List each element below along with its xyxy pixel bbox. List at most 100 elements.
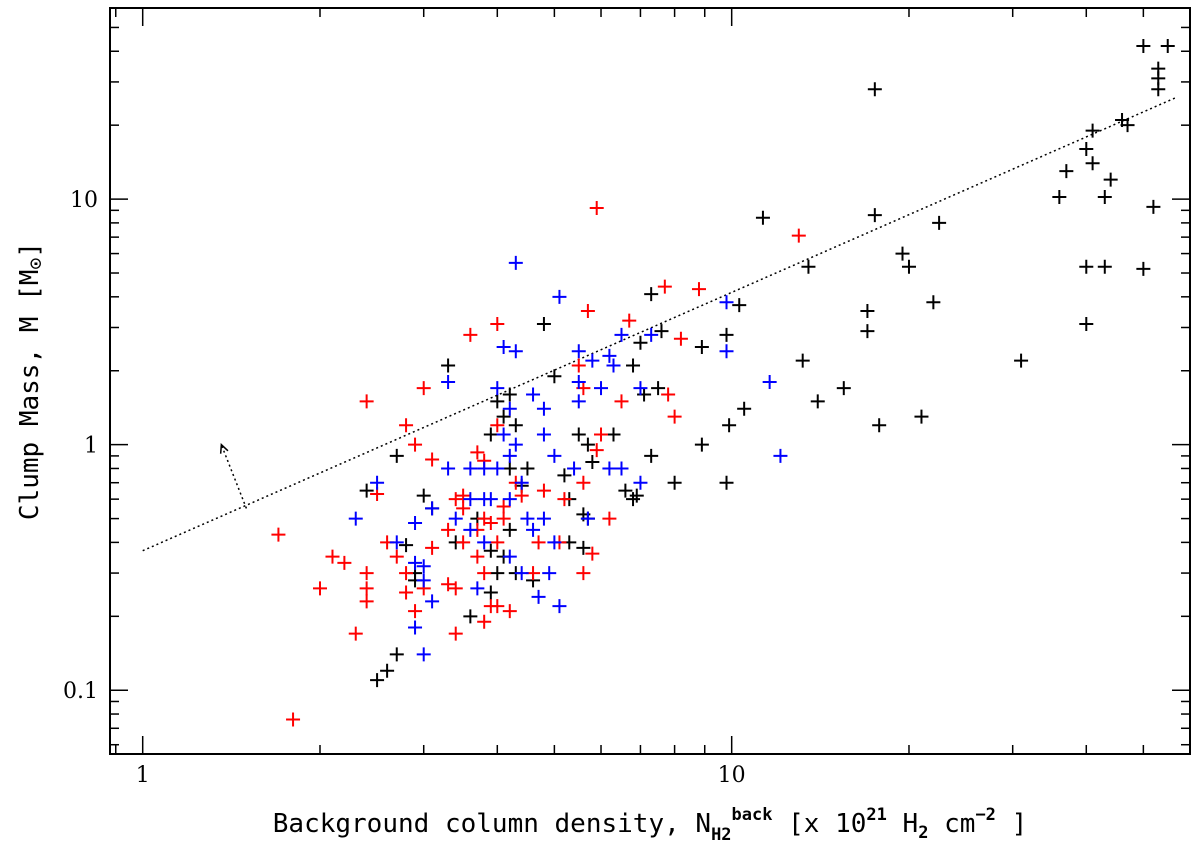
data-point-red [448,626,463,641]
data-point-red [416,381,431,396]
data-point-blue [408,515,423,530]
data-point-blue [508,344,523,359]
data-point-black [872,418,887,433]
data-point-black [508,418,523,433]
y-axis-title: Clump Mass, M [M⊙] [15,242,47,520]
x-tick-label: 10 [718,763,746,788]
data-point-red [470,445,485,460]
x-axis-title-h-sub: 2 [918,823,928,842]
data-point-blue [441,374,456,389]
data-point-black [719,327,734,342]
x-axis-title-end: ] [996,809,1027,839]
data-point-black [1146,199,1161,214]
x-axis-title-h: H [887,809,918,839]
data-point-blue [633,475,648,490]
data-point-black [867,208,882,223]
data-point-red [531,535,546,550]
data-point-red [673,331,688,346]
data-point-black [571,427,586,442]
data-point-blue [526,522,541,537]
data-point-blue [416,647,431,662]
y-axis-title-main: Clump Mass, M [M [15,270,45,520]
data-point-blue [547,535,562,550]
data-point-blue [463,461,478,476]
data-point-black [795,353,810,368]
data-point-black [399,538,414,553]
data-point-blue [762,374,777,389]
data-point-red [470,549,485,564]
data-point-black [755,210,770,225]
data-point-red [271,527,286,542]
data-point-blue [490,461,505,476]
data-point-blue [719,344,734,359]
data-point-black [490,394,505,409]
data-point-black [694,339,709,354]
data-point-black [502,387,517,402]
x-axis-title-sub: H2 [711,825,731,842]
data-point-black [860,324,875,339]
data-point-black [719,475,734,490]
data-point-black [496,409,511,424]
x-tick-label: 1 [136,763,150,788]
data-point-black [370,673,385,688]
data-point-black [389,448,404,463]
data-point-red [399,585,414,600]
data-point-blue [571,344,586,359]
data-point-blue [536,511,551,526]
data-point-blue [477,535,492,550]
data-point-black [651,381,666,396]
data-point-blue [606,358,621,373]
x-axis-title-main: Background column density, N [273,809,711,839]
data-point-blue [585,353,600,368]
data-point-blue [425,501,440,516]
data-point-blue [571,374,586,389]
data-point-blue [602,348,617,363]
data-point-blue [614,327,629,342]
arrow-shaft [220,444,248,509]
data-point-blue [470,581,485,596]
data-point-red [589,200,604,215]
data-point-red [477,566,492,581]
data-point-blue [633,381,648,396]
data-point-blue [370,475,385,490]
data-point-black [1120,118,1135,133]
data-point-blue [490,381,505,396]
x-axis-title-mid: [x 10 [773,809,867,839]
data-point-red [490,418,505,433]
data-point-black [490,566,505,581]
data-point-black [463,609,478,624]
data-point-red [614,394,629,409]
data-point-red [408,437,423,452]
data-point-red [576,475,591,490]
data-point-black [901,259,916,274]
data-point-blue [536,401,551,416]
data-point-black [637,387,652,402]
data-point-red [359,566,374,581]
y-tick-label: 1 [84,434,98,459]
data-point-blue [502,448,517,463]
data-point-black [867,82,882,97]
axis-ticks [110,7,1191,754]
arrow-head [219,443,229,454]
data-point-blue [477,461,492,476]
data-point-red [441,522,456,537]
data-point-red [399,566,414,581]
data-point-red [348,626,363,641]
data-point-red [441,577,456,592]
data-point-black [1136,261,1151,276]
data-point-black [441,358,456,373]
data-point-blue [536,427,551,442]
data-point-black [1103,172,1118,187]
data-point-blue [502,401,517,416]
data-point-black [1052,189,1067,204]
data-point-red [589,443,604,458]
data-point-black [547,369,562,384]
data-point-red [496,511,511,526]
data-point-red [399,418,414,433]
data-point-black [1097,189,1112,204]
data-point-black [1079,317,1094,332]
data-point-black [380,663,395,678]
data-point-red [359,594,374,609]
data-point-black [836,381,851,396]
data-point-black [633,335,648,350]
